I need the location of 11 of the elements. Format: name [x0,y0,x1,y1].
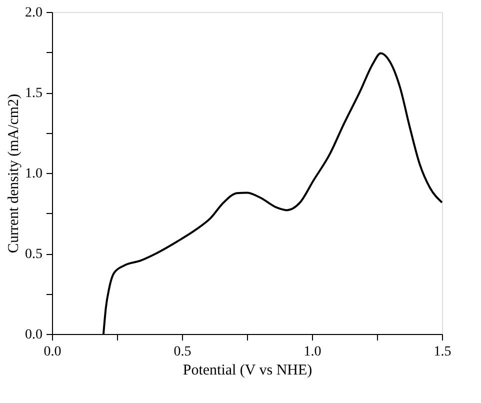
x-tick-label: 1.0 [304,344,322,360]
x-tick-label: 1.5 [434,344,452,360]
y-tick-label: 0.0 [25,328,42,342]
y-tick-label: 2.0 [25,6,42,20]
x-axis-title: Potential (V vs NHE) [182,362,312,378]
x-tick-label: 0.5 [174,344,192,360]
x-tick-label: 0.0 [44,344,62,360]
y-tick-label: 1.0 [25,166,42,182]
y-tick-label: 0.5 [25,247,42,262]
y-tick-label: 1.5 [25,86,42,101]
y-axis-title: Current density (mA/cm2) [6,94,22,254]
